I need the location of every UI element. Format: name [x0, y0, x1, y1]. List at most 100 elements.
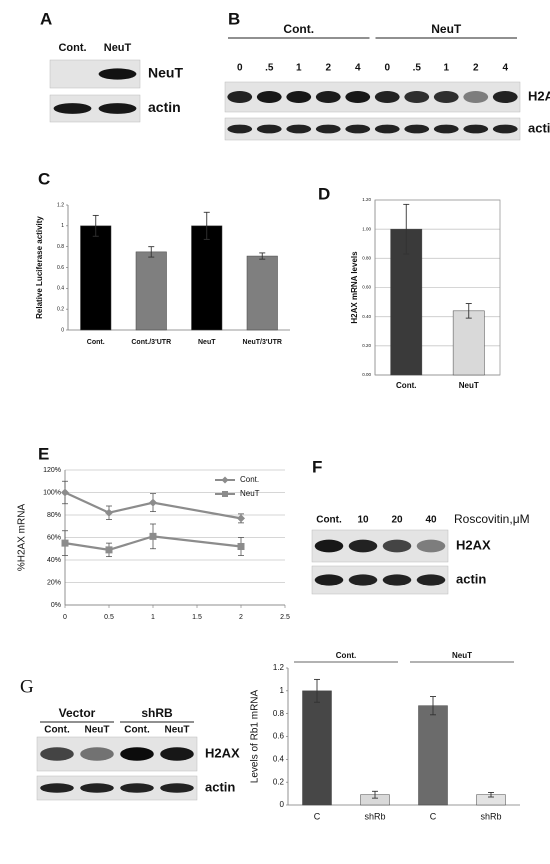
band [227, 91, 253, 103]
band [382, 574, 412, 586]
lane-label: 4 [355, 63, 361, 74]
y-tick-label: 0.00 [362, 372, 371, 377]
y-tick-label: 0.60 [362, 285, 371, 290]
band [120, 783, 154, 793]
bar [418, 705, 448, 806]
band [416, 539, 446, 553]
row-label: actin [148, 99, 181, 115]
y-tick-label: 0 [61, 327, 64, 333]
band [286, 124, 312, 134]
row-label: actin [528, 120, 550, 135]
lane-label: Cont. [124, 725, 150, 736]
band [345, 91, 371, 103]
y-tick-label: 0.20 [362, 343, 371, 348]
band [433, 91, 459, 103]
lane-label: 40 [425, 515, 437, 526]
y-tick-label: 0.6 [273, 732, 285, 741]
lane-label: Cont. [58, 42, 86, 54]
x-tick-label: 1 [151, 614, 155, 621]
band [98, 68, 137, 80]
lane-label: 1 [443, 63, 449, 74]
y-tick-label: 0.4 [273, 754, 285, 763]
band [345, 124, 371, 134]
panel-letter: E [38, 444, 49, 463]
band [492, 124, 518, 134]
panel-letter: B [228, 9, 240, 28]
lane-label: 2 [473, 63, 479, 74]
x-tick-label: shRb [480, 811, 501, 821]
x-tick-label: Cont. [87, 339, 105, 346]
x-tick-label: C [430, 811, 437, 821]
panel-letter: A [40, 9, 52, 28]
y-tick-label: 0.2 [57, 306, 64, 312]
band [256, 91, 282, 103]
band [463, 91, 489, 103]
lane-label: Cont. [44, 725, 70, 736]
group-label: Cont. [336, 651, 356, 660]
band [492, 91, 518, 103]
series-line [64, 491, 242, 520]
lane-label: .5 [265, 63, 274, 74]
y-tick-label: 0 [280, 800, 285, 809]
row-label: actin [456, 571, 486, 586]
band [53, 103, 92, 114]
group-label: shRB [141, 706, 173, 720]
y-axis-label: %H2AX mRNA [17, 504, 28, 572]
band [160, 783, 194, 793]
lane-label: 1 [296, 63, 302, 74]
y-tick-label: 0.6 [57, 265, 64, 271]
x-tick-label: NeuT/3'UTR [243, 339, 282, 346]
band [286, 91, 312, 103]
unit-label: Roscovitin,μM [454, 512, 530, 526]
band [463, 124, 489, 134]
band [40, 747, 74, 761]
bar [135, 251, 167, 331]
point [149, 498, 157, 507]
row-label: H2AX [205, 745, 240, 760]
x-tick-label: 2 [239, 614, 243, 621]
legend-label: NeuT [240, 489, 260, 498]
lane-label: 10 [357, 515, 369, 526]
band [314, 574, 344, 586]
blot-strip [224, 117, 521, 141]
band [404, 91, 430, 103]
band [315, 124, 341, 134]
group-label: Vector [59, 706, 96, 720]
y-tick-label: 0.8 [273, 709, 285, 718]
bar [302, 690, 332, 806]
y-tick-label: 40% [47, 557, 61, 564]
panel-letter: F [312, 457, 322, 476]
x-tick-label: shRb [364, 811, 385, 821]
band [80, 747, 114, 761]
y-tick-label: 80% [47, 512, 61, 519]
point [237, 514, 245, 523]
band [314, 539, 344, 553]
y-tick-label: 0% [51, 602, 61, 609]
band [160, 747, 194, 761]
blot-strip [311, 529, 449, 563]
y-tick-label: 0.4 [57, 286, 64, 292]
y-tick-label: 1 [280, 686, 285, 695]
y-axis-label: Relative Luciferase activity [35, 216, 44, 319]
y-tick-label: 1.2 [273, 663, 285, 672]
group-label: Cont. [283, 22, 314, 36]
x-tick-label: 0.5 [104, 614, 114, 621]
panel-letter: C [38, 169, 50, 188]
x-tick-label: NeuT [459, 381, 479, 390]
row-label: H2AX [456, 537, 491, 552]
x-tick-label: 0 [63, 614, 67, 621]
y-tick-label: 120% [43, 467, 61, 474]
y-tick-label: 1 [61, 223, 64, 229]
panel-letter: D [318, 184, 330, 203]
y-axis-label: H2AX mRNA levels [350, 251, 359, 324]
y-tick-label: 0.80 [362, 256, 371, 261]
point [105, 546, 113, 554]
lane-label: Cont. [316, 515, 342, 526]
panel-letter: G [20, 676, 34, 697]
x-tick-label: Cont. [396, 381, 416, 390]
x-tick-label: Cont./3'UTR [131, 339, 171, 346]
series-line [64, 535, 242, 552]
band [98, 103, 137, 114]
point [61, 539, 69, 547]
